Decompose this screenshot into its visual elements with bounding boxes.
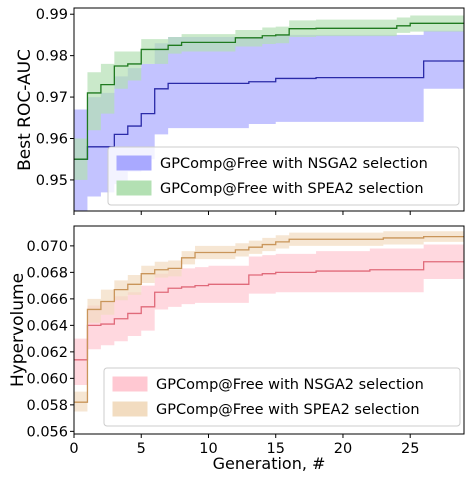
- legend-label-nsga2: GPComp@Free with NSGA2 selection: [156, 377, 424, 393]
- x-tick-label: 5: [137, 441, 146, 457]
- band-nsga2: [74, 244, 464, 385]
- x-tick-label: 15: [266, 441, 284, 457]
- y-tick-label: 0.056: [26, 424, 68, 440]
- line-spea2: [74, 235, 464, 403]
- hypervolume-legend: GPComp@Free with NSGA2 selection GPComp@…: [103, 367, 461, 427]
- x-tick-label: 20: [334, 441, 352, 457]
- hypervolume-axes-frame: [73, 225, 465, 435]
- roc-auc-legend: GPComp@Free with NSGA2 selection GPComp@…: [107, 146, 460, 206]
- legend-swatch-spea2: [112, 401, 148, 417]
- roc-auc-bands: [74, 15, 464, 211]
- x-tick-label: 25: [401, 441, 419, 457]
- legend-swatch-nsga2: [112, 376, 148, 392]
- roc-auc-legend-box: [107, 146, 460, 206]
- y-tick-label: 0.060: [26, 371, 68, 387]
- y-tick-label: 0.064: [26, 318, 68, 334]
- legend-swatch-nsga2: [116, 155, 152, 171]
- hypervolume-bands: [74, 231, 464, 412]
- x-tick-label: 0: [69, 441, 78, 457]
- y-tick-label: 0.068: [26, 265, 68, 281]
- legend-label-nsga2: GPComp@Free with NSGA2 selection: [160, 156, 428, 172]
- band-nsga2: [74, 30, 464, 211]
- hypervolume-y-axis-label: Hypervolume: [8, 273, 28, 387]
- y-tick-label: 0.062: [26, 345, 68, 361]
- roc-auc-axes-frame: [73, 7, 465, 212]
- roc-auc-x-ticks: [73, 211, 411, 215]
- y-tick-label: 0.99: [36, 7, 68, 23]
- y-tick-label: 0.070: [26, 239, 68, 255]
- legend-swatch-spea2: [116, 180, 152, 196]
- roc-auc-y-ticks: 0.95 0.96 0.97 0.98 0.99: [36, 7, 74, 189]
- legend-label-spea2: GPComp@Free with SPEA2 selection: [160, 181, 424, 197]
- hypervolume-x-axis-label: Generation, #: [213, 454, 326, 473]
- hypervolume-legend-box: [103, 367, 461, 427]
- line-nsga2: [74, 261, 464, 361]
- line-spea2: [74, 22, 464, 160]
- hypervolume-panel: Hypervolume 0.0560.0580.0600.0620.0640.0…: [8, 225, 465, 473]
- y-tick-label: 0.058: [26, 398, 68, 414]
- hypervolume-y-ticks: 0.056 0.058 0.060 0.062 0.064 0.066 0.068 0.070: [26, 239, 74, 440]
- y-tick-label: 0.98: [36, 49, 68, 65]
- x-tick-label: 10: [199, 441, 217, 457]
- y-tick-label: 0.97: [36, 90, 68, 106]
- legend-label-spea2: GPComp@Free with SPEA2 selection: [156, 402, 420, 418]
- hypervolume-x-ticks: 0 5 10 15 20 25: [69, 434, 419, 457]
- y-tick-label: 0.95: [36, 173, 68, 189]
- roc-auc-y-axis-label: Best ROC-AUC: [15, 49, 35, 171]
- roc-auc-lines: [74, 22, 464, 160]
- line-nsga2: [74, 60, 464, 160]
- y-tick-label: 0.066: [26, 292, 68, 308]
- y-tick-label: 0.96: [36, 132, 68, 148]
- hypervolume-lines: [74, 235, 464, 403]
- roc-auc-panel: Best ROC-AUC 0.95 0.96 0.97 0.98 0.99 GPComp…: [15, 7, 465, 215]
